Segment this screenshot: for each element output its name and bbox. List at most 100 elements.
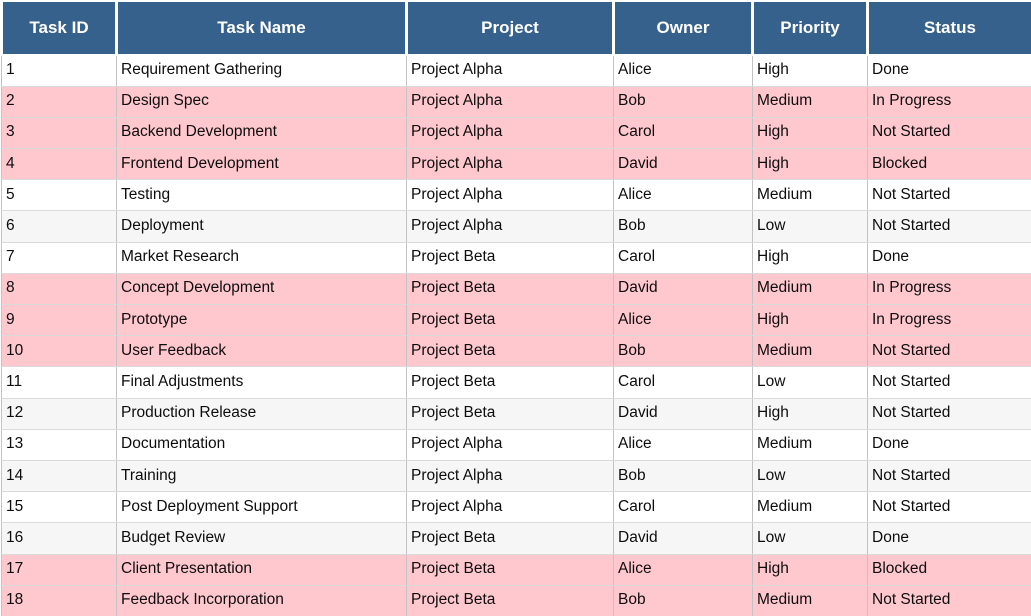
cell-task-id[interactable]: 13 bbox=[1, 428, 117, 461]
cell-status[interactable]: Not Started bbox=[867, 397, 1031, 430]
cell-status[interactable]: In Progress bbox=[867, 85, 1031, 118]
cell-project[interactable]: Project Alpha bbox=[406, 428, 614, 461]
cell-project[interactable]: Project Beta bbox=[406, 397, 614, 430]
cell-priority[interactable]: High bbox=[752, 241, 868, 274]
cell-priority[interactable]: Medium bbox=[752, 272, 868, 306]
cell-status[interactable]: Not Started bbox=[867, 584, 1031, 616]
cell-project[interactable]: Project Beta bbox=[406, 303, 614, 337]
cell-priority[interactable]: Medium bbox=[752, 335, 868, 368]
cell-owner[interactable]: David bbox=[613, 522, 753, 555]
cell-owner[interactable]: Carol bbox=[613, 491, 753, 524]
cell-priority[interactable]: High bbox=[752, 54, 868, 87]
cell-owner[interactable]: Alice bbox=[613, 179, 753, 212]
cell-task-id[interactable]: 9 bbox=[1, 303, 117, 337]
cell-status[interactable]: In Progress bbox=[867, 303, 1031, 337]
cell-owner[interactable]: Alice bbox=[613, 553, 753, 586]
cell-task-id[interactable]: 5 bbox=[1, 179, 117, 212]
cell-priority[interactable]: High bbox=[752, 303, 868, 337]
cell-status[interactable]: Blocked bbox=[867, 148, 1031, 181]
cell-owner[interactable]: Bob bbox=[613, 459, 753, 493]
cell-owner[interactable]: Alice bbox=[613, 54, 753, 87]
cell-priority[interactable]: Medium bbox=[752, 428, 868, 461]
cell-task-id[interactable]: 17 bbox=[1, 553, 117, 586]
cell-task-id[interactable]: 16 bbox=[1, 522, 117, 555]
cell-priority[interactable]: Medium bbox=[752, 179, 868, 212]
cell-status[interactable]: Done bbox=[867, 54, 1031, 87]
cell-project[interactable]: Project Alpha bbox=[406, 54, 614, 87]
cell-status[interactable]: In Progress bbox=[867, 272, 1031, 306]
cell-status[interactable]: Not Started bbox=[867, 335, 1031, 368]
cell-priority[interactable]: High bbox=[752, 148, 868, 181]
cell-project[interactable]: Project Alpha bbox=[406, 459, 614, 493]
cell-task-name[interactable]: User Feedback bbox=[116, 335, 407, 368]
cell-task-name[interactable]: Requirement Gathering bbox=[116, 54, 407, 87]
cell-priority[interactable]: High bbox=[752, 397, 868, 430]
cell-task-name[interactable]: Prototype bbox=[116, 303, 407, 337]
cell-task-name[interactable]: Training bbox=[116, 459, 407, 493]
cell-task-id[interactable]: 4 bbox=[1, 148, 117, 181]
cell-owner[interactable]: Bob bbox=[613, 335, 753, 368]
cell-status[interactable]: Done bbox=[867, 522, 1031, 555]
cell-project[interactable]: Project Beta bbox=[406, 553, 614, 586]
cell-task-name[interactable]: Testing bbox=[116, 179, 407, 212]
cell-task-name[interactable]: Budget Review bbox=[116, 522, 407, 555]
cell-owner[interactable]: Carol bbox=[613, 366, 753, 399]
cell-owner[interactable]: Bob bbox=[613, 85, 753, 118]
cell-project[interactable]: Project Beta bbox=[406, 366, 614, 399]
cell-task-id[interactable]: 6 bbox=[1, 210, 117, 243]
column-header-priority[interactable]: Priority bbox=[751, 0, 869, 56]
cell-owner[interactable]: David bbox=[613, 272, 753, 306]
cell-status[interactable]: Not Started bbox=[867, 491, 1031, 524]
cell-priority[interactable]: High bbox=[752, 553, 868, 586]
cell-task-name[interactable]: Deployment bbox=[116, 210, 407, 243]
cell-task-id[interactable]: 14 bbox=[1, 459, 117, 493]
cell-owner[interactable]: Alice bbox=[613, 303, 753, 337]
cell-owner[interactable]: David bbox=[613, 397, 753, 430]
cell-task-name[interactable]: Backend Development bbox=[116, 116, 407, 150]
cell-project[interactable]: Project Beta bbox=[406, 272, 614, 306]
cell-project[interactable]: Project Alpha bbox=[406, 148, 614, 181]
cell-priority[interactable]: Medium bbox=[752, 491, 868, 524]
cell-task-id[interactable]: 11 bbox=[1, 366, 117, 399]
cell-status[interactable]: Not Started bbox=[867, 179, 1031, 212]
cell-task-id[interactable]: 1 bbox=[1, 54, 117, 87]
cell-status[interactable]: Done bbox=[867, 241, 1031, 274]
cell-task-name[interactable]: Frontend Development bbox=[116, 148, 407, 181]
cell-priority[interactable]: Medium bbox=[752, 85, 868, 118]
cell-task-name[interactable]: Client Presentation bbox=[116, 553, 407, 586]
cell-priority[interactable]: Low bbox=[752, 522, 868, 555]
column-header-status[interactable]: Status bbox=[866, 0, 1031, 56]
cell-task-name[interactable]: Production Release bbox=[116, 397, 407, 430]
cell-priority[interactable]: Low bbox=[752, 210, 868, 243]
cell-task-id[interactable]: 10 bbox=[1, 335, 117, 368]
cell-task-name[interactable]: Documentation bbox=[116, 428, 407, 461]
cell-owner[interactable]: David bbox=[613, 148, 753, 181]
cell-task-name[interactable]: Design Spec bbox=[116, 85, 407, 118]
cell-status[interactable]: Done bbox=[867, 428, 1031, 461]
cell-status[interactable]: Not Started bbox=[867, 116, 1031, 150]
cell-task-name[interactable]: Concept Development bbox=[116, 272, 407, 306]
cell-task-id[interactable]: 12 bbox=[1, 397, 117, 430]
cell-project[interactable]: Project Alpha bbox=[406, 85, 614, 118]
cell-priority[interactable]: High bbox=[752, 116, 868, 150]
cell-project[interactable]: Project Beta bbox=[406, 241, 614, 274]
cell-owner[interactable]: Bob bbox=[613, 584, 753, 616]
cell-task-name[interactable]: Final Adjustments bbox=[116, 366, 407, 399]
cell-task-id[interactable]: 7 bbox=[1, 241, 117, 274]
column-header-project[interactable]: Project bbox=[405, 0, 615, 56]
cell-owner[interactable]: Carol bbox=[613, 116, 753, 150]
cell-priority[interactable]: Low bbox=[752, 366, 868, 399]
cell-status[interactable]: Not Started bbox=[867, 459, 1031, 493]
cell-task-name[interactable]: Post Deployment Support bbox=[116, 491, 407, 524]
column-header-task-id[interactable]: Task ID bbox=[0, 0, 118, 56]
cell-project[interactable]: Project Alpha bbox=[406, 179, 614, 212]
cell-project[interactable]: Project Beta bbox=[406, 522, 614, 555]
column-header-task-name[interactable]: Task Name bbox=[115, 0, 408, 56]
cell-priority[interactable]: Medium bbox=[752, 584, 868, 616]
cell-status[interactable]: Not Started bbox=[867, 366, 1031, 399]
cell-task-id[interactable]: 18 bbox=[1, 584, 117, 616]
column-header-owner[interactable]: Owner bbox=[612, 0, 754, 56]
cell-status[interactable]: Not Started bbox=[867, 210, 1031, 243]
cell-project[interactable]: Project Alpha bbox=[406, 210, 614, 243]
cell-status[interactable]: Blocked bbox=[867, 553, 1031, 586]
